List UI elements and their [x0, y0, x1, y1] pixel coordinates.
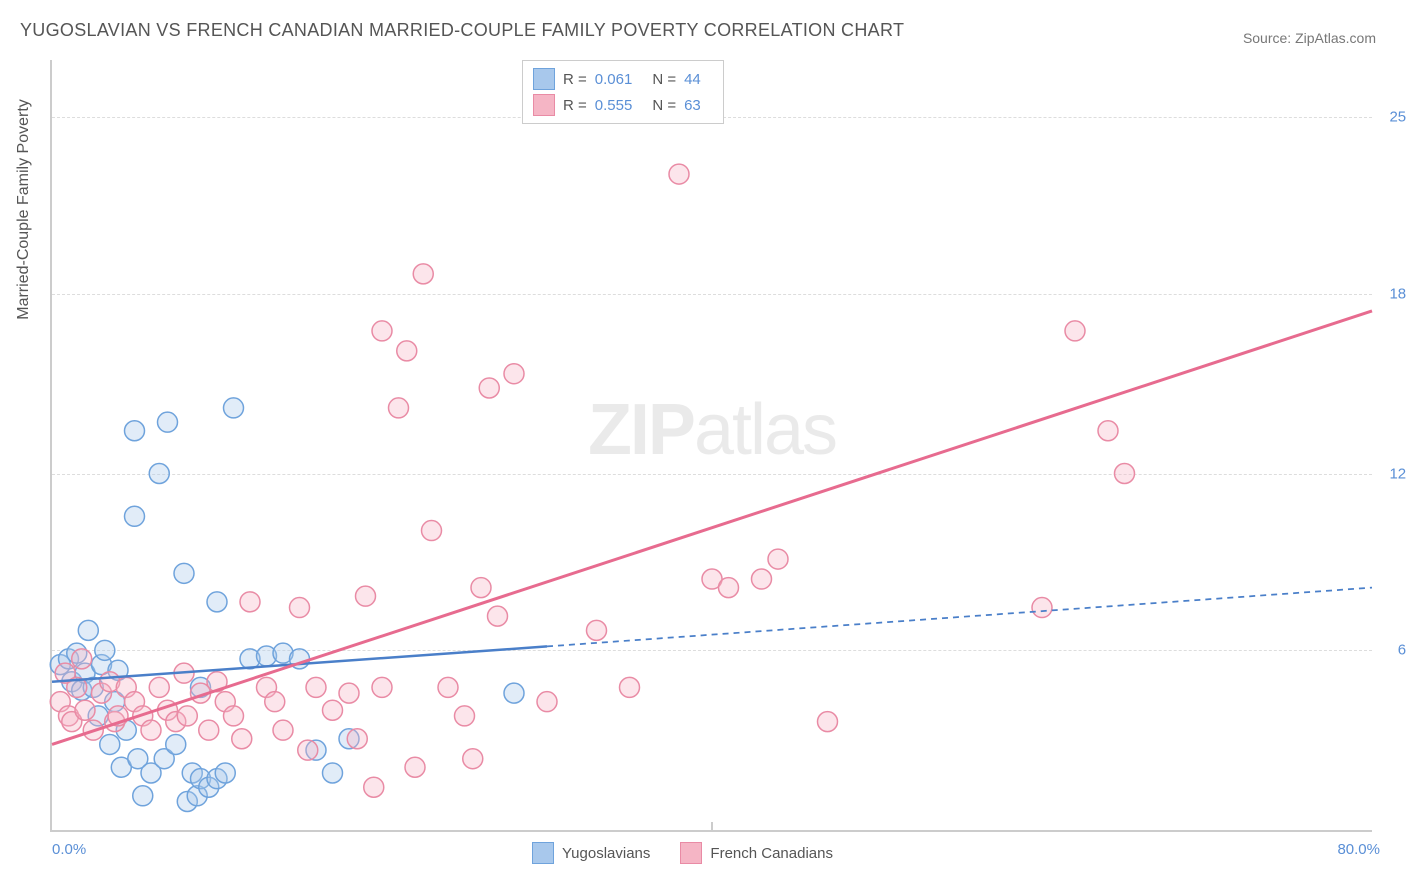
legend-item: Yugoslavians	[532, 842, 650, 864]
legend-swatch	[532, 842, 554, 864]
data-point	[818, 712, 838, 732]
legend-n-value: 63	[684, 97, 701, 114]
data-point	[78, 620, 98, 640]
legend-label: French Canadians	[710, 845, 833, 862]
data-point	[422, 521, 442, 541]
data-point	[504, 683, 524, 703]
data-point	[356, 586, 376, 606]
data-point	[372, 321, 392, 341]
source-label: Source:	[1243, 30, 1295, 46]
source-link[interactable]: ZipAtlas.com	[1295, 30, 1376, 46]
correlation-legend: R = 0.061 N = 44 R = 0.555 N = 63	[522, 60, 724, 124]
data-point	[1065, 321, 1085, 341]
data-point	[72, 649, 92, 669]
legend-swatch	[680, 842, 702, 864]
legend-n-label: N =	[652, 97, 676, 114]
data-point	[306, 677, 326, 697]
data-point	[75, 700, 95, 720]
y-tick-label: 12.5%	[1389, 465, 1406, 482]
data-point	[397, 341, 417, 361]
y-axis-label: Married-Couple Family Poverty	[15, 99, 33, 320]
data-point	[323, 763, 343, 783]
legend-swatch	[533, 68, 555, 90]
legend-r-label: R =	[563, 97, 587, 114]
data-point	[298, 740, 318, 760]
data-point	[438, 677, 458, 697]
data-point	[323, 700, 343, 720]
x-tick-label: 0.0%	[52, 841, 86, 858]
data-point	[273, 720, 293, 740]
data-point	[669, 164, 689, 184]
data-point	[405, 757, 425, 777]
data-point	[372, 677, 392, 697]
data-point	[141, 720, 161, 740]
data-point	[149, 677, 169, 697]
data-point	[149, 464, 169, 484]
series-legend: Yugoslavians French Canadians	[532, 842, 833, 864]
data-point	[215, 763, 235, 783]
y-tick-label: 6.3%	[1398, 642, 1406, 659]
legend-r-value: 0.555	[595, 97, 633, 114]
data-point	[471, 578, 491, 598]
data-point	[752, 569, 772, 589]
data-point	[413, 264, 433, 284]
plot-area: 6.3%12.5%18.8%25.0% ZIPatlas R =0.061N =…	[50, 60, 1372, 832]
data-point	[488, 606, 508, 626]
y-tick-label: 18.8%	[1389, 285, 1406, 302]
legend-label: Yugoslavians	[562, 845, 650, 862]
regression-line	[52, 311, 1372, 744]
legend-n-label: N =	[652, 71, 676, 88]
data-point	[158, 412, 178, 432]
data-point	[587, 620, 607, 640]
data-point	[504, 364, 524, 384]
data-point	[1098, 421, 1118, 441]
data-point	[1115, 464, 1135, 484]
legend-r-value: 0.061	[595, 71, 633, 88]
legend-n-value: 44	[684, 71, 701, 88]
regression-line-extrapolated	[547, 588, 1372, 647]
data-point	[364, 777, 384, 797]
legend-row: R = 0.555 N = 63	[533, 92, 713, 118]
data-point	[537, 692, 557, 712]
source-attribution: Source: ZipAtlas.com	[1243, 30, 1376, 46]
data-point	[125, 506, 145, 526]
data-point	[265, 692, 285, 712]
data-point	[166, 734, 186, 754]
data-point	[455, 706, 475, 726]
data-point	[95, 640, 115, 660]
legend-swatch	[533, 94, 555, 116]
data-point	[339, 683, 359, 703]
data-point	[100, 734, 120, 754]
data-point	[177, 706, 197, 726]
data-point	[207, 592, 227, 612]
data-point	[389, 398, 409, 418]
data-point	[768, 549, 788, 569]
data-point	[347, 729, 367, 749]
legend-row: R = 0.061 N = 44	[533, 66, 713, 92]
data-point	[290, 598, 310, 618]
chart-title: YUGOSLAVIAN VS FRENCH CANADIAN MARRIED-C…	[20, 20, 904, 41]
data-point	[232, 729, 252, 749]
data-point	[125, 421, 145, 441]
data-point	[224, 398, 244, 418]
legend-item: French Canadians	[680, 842, 833, 864]
data-point	[199, 720, 219, 740]
data-point	[174, 563, 194, 583]
data-point	[463, 749, 483, 769]
y-tick-label: 25.0%	[1389, 109, 1406, 126]
x-tick-label: 80.0%	[1337, 841, 1380, 858]
data-point	[479, 378, 499, 398]
legend-r-label: R =	[563, 71, 587, 88]
data-point	[224, 706, 244, 726]
chart-canvas	[52, 60, 1372, 830]
data-point	[133, 786, 153, 806]
data-point	[1032, 598, 1052, 618]
data-point	[719, 578, 739, 598]
data-point	[240, 592, 260, 612]
data-point	[620, 677, 640, 697]
